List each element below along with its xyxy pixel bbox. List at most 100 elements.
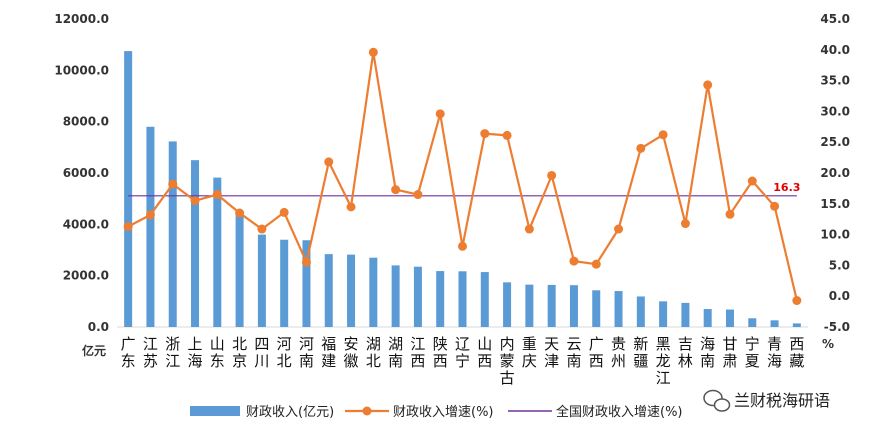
y-left-tick-label: 6000.0: [63, 166, 109, 180]
bar-30: [770, 320, 779, 327]
growth-rate-point-12: [368, 47, 378, 57]
x-category-label: 福建: [321, 335, 336, 370]
y-right-tick-label: 35.0: [820, 74, 850, 88]
bar-2: [146, 126, 155, 327]
x-category-label: 海南: [700, 335, 715, 370]
watermark-text: 兰财税海研语: [734, 391, 830, 410]
bar-7: [257, 234, 266, 327]
y-right-tick-label: 30.0: [820, 104, 850, 118]
bar-13: [391, 265, 400, 327]
x-category-label: 江苏: [143, 335, 158, 370]
growth-rate-point-28: [725, 209, 735, 219]
legend-label-revenue: 财政收入(亿元): [246, 405, 334, 420]
y-right-tick-label: 10.0: [820, 228, 850, 242]
x-category-label: 湖北: [366, 335, 381, 370]
x-category-label: 北京: [232, 335, 247, 370]
growth-rate-point-27: [703, 80, 713, 90]
bar-19: [525, 284, 534, 327]
y-left-tick-label: 2000.0: [63, 269, 109, 283]
growth-rate-point-31: [792, 296, 802, 306]
growth-rate-point-18: [502, 130, 512, 140]
bar-21: [569, 285, 578, 327]
growth-rate-point-29: [747, 176, 757, 186]
x-category-label: 黑龙江: [656, 335, 671, 387]
bar-23: [614, 291, 623, 327]
y-right-tick-label: -5.0: [824, 320, 850, 334]
y-right-tick-label: 5.0: [829, 258, 850, 272]
x-category-label: 河北: [277, 335, 292, 370]
legend-label-national-growth: 全国财政收入增速(%): [556, 404, 683, 420]
y-left-tick-label: 8000.0: [63, 115, 109, 129]
growth-rate-point-26: [680, 219, 690, 229]
x-category-label: 安徽: [344, 335, 359, 370]
bar-10: [324, 254, 333, 327]
x-category-label: 内蒙古: [500, 335, 515, 387]
y-left-tick-label: 4000.0: [63, 217, 109, 231]
x-category-label: 上海: [188, 335, 203, 370]
x-category-label: 甘肃: [722, 335, 737, 370]
bar-12: [369, 257, 378, 327]
bar-4: [191, 160, 200, 327]
legend-swatch-marker: [362, 406, 372, 416]
growth-rate-point-4: [190, 196, 200, 206]
growth-rate-point-17: [480, 129, 490, 139]
bar-24: [636, 296, 645, 327]
y-right-tick-label: 15.0: [820, 197, 850, 211]
legend-label-growth: 财政收入增速(%): [393, 405, 494, 420]
growth-rate-line: [127, 51, 798, 301]
growth-rate-point-25: [658, 130, 668, 140]
growth-rate-point-3: [168, 179, 178, 189]
y-left-tick-label: 10000.0: [54, 63, 109, 77]
growth-rate-point-19: [524, 224, 534, 234]
bar-20: [547, 284, 556, 327]
growth-rate-point-13: [391, 185, 401, 195]
bar-8: [280, 239, 289, 327]
bar-25: [659, 301, 668, 327]
x-category-label: 西藏: [789, 335, 804, 370]
x-category-label: 山西: [477, 335, 492, 370]
growth-rate-point-2: [145, 210, 155, 220]
growth-rate-point-21: [569, 256, 579, 266]
growth-rate-point-22: [591, 259, 601, 269]
x-category-label: 云南: [566, 335, 581, 370]
bar-16: [458, 271, 467, 327]
y-left-tick-label: 12000.0: [54, 12, 109, 26]
growth-rate-point-11: [346, 202, 356, 212]
x-category-label: 辽宁: [455, 335, 470, 370]
growth-rate-point-9: [301, 257, 311, 267]
growth-rate-point-8: [279, 207, 289, 217]
bar-3: [168, 141, 177, 327]
bar-28: [725, 309, 734, 327]
bar-5: [213, 177, 222, 327]
x-category-label: 广东: [121, 335, 136, 370]
bar-17: [480, 272, 489, 327]
bar-18: [503, 282, 512, 327]
bar-14: [413, 266, 422, 327]
x-category-label: 四川: [254, 335, 269, 370]
bar-15: [436, 271, 445, 327]
growth-rate-point-30: [770, 201, 780, 211]
growth-rate-point-15: [435, 109, 445, 119]
x-category-label: 江西: [410, 335, 425, 370]
growth-rate-point-14: [413, 190, 423, 200]
bar-1: [124, 51, 133, 327]
growth-rate-point-20: [547, 170, 557, 180]
growth-rate-point-24: [636, 143, 646, 153]
y-right-tick-label: 25.0: [820, 135, 850, 149]
y-right-tick-label: 20.0: [820, 166, 850, 180]
legend-swatch-bar: [190, 406, 240, 416]
bar-6: [235, 211, 244, 327]
x-category-label: 贵州: [611, 335, 626, 370]
y-right-tick-label: 0.0: [829, 289, 850, 303]
x-category-label: 湖南: [388, 335, 403, 370]
bar-11: [347, 254, 356, 327]
growth-rate-point-16: [458, 241, 467, 251]
y-left-tick-label: 0.0: [88, 320, 109, 334]
bar-9: [302, 240, 311, 327]
x-category-label: 天津: [544, 335, 559, 370]
growth-rate-point-6: [235, 208, 245, 218]
x-category-label: 青海: [767, 335, 782, 370]
wechat-icon: [703, 389, 731, 412]
y-right-unit-label: %: [822, 337, 834, 351]
